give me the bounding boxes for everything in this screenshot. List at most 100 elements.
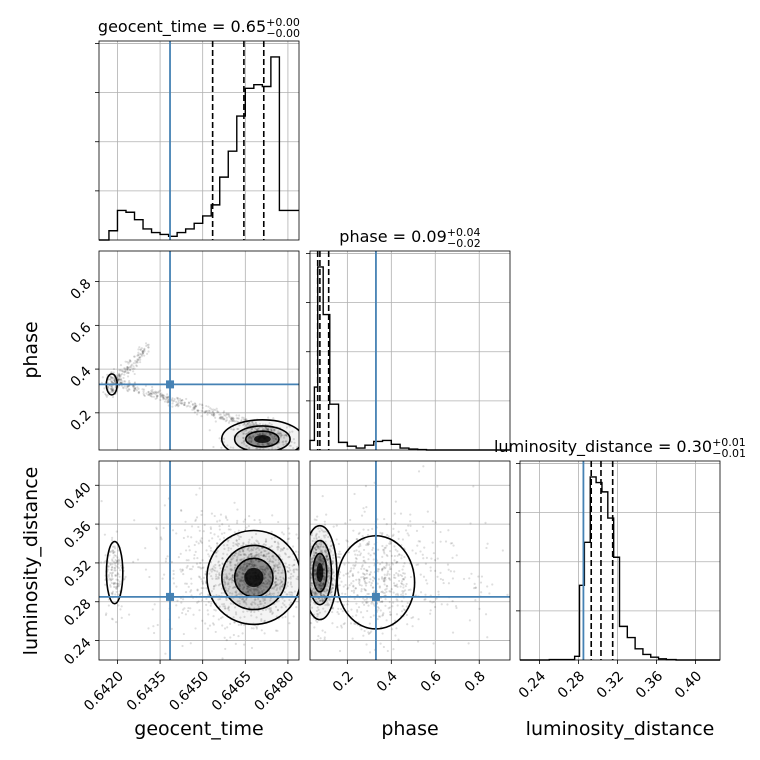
sample-point	[247, 580, 251, 583]
sample-point	[316, 576, 319, 579]
sample-point	[259, 581, 262, 584]
sample-point	[304, 555, 306, 557]
sample-point	[263, 599, 267, 602]
sample-point	[166, 393, 169, 396]
sample-point	[425, 579, 428, 582]
sample-point	[255, 564, 258, 567]
sample-point	[338, 649, 342, 653]
sample-point	[141, 350, 144, 353]
sample-point	[113, 380, 116, 383]
sample-point	[393, 554, 397, 558]
sample-point	[155, 526, 158, 529]
sample-point	[262, 570, 265, 573]
sample-point	[113, 554, 116, 557]
sample-point	[274, 584, 277, 587]
sample-point	[260, 589, 264, 593]
sample-point	[305, 557, 307, 559]
sample-point	[272, 439, 275, 443]
sample-point	[111, 395, 115, 399]
sample-point	[330, 588, 333, 591]
sample-point	[389, 550, 392, 553]
sample-point	[248, 571, 251, 575]
sample-point	[229, 636, 232, 639]
sample-point	[277, 545, 280, 548]
sample-point	[229, 446, 232, 449]
sample-point	[259, 585, 262, 588]
sample-point	[322, 576, 325, 579]
sample-point	[121, 369, 124, 372]
sample-point	[254, 598, 257, 601]
sample-point	[242, 440, 245, 444]
sample-point	[372, 552, 376, 555]
sample-point	[259, 436, 262, 440]
sample-point	[278, 432, 281, 435]
sample-point	[382, 565, 386, 569]
sample-point	[292, 438, 295, 441]
sample-point	[305, 558, 307, 560]
sample-point	[218, 413, 221, 416]
sample-point	[105, 395, 108, 398]
sample-point	[452, 544, 455, 547]
sample-point	[363, 629, 366, 633]
sample-point	[253, 564, 256, 567]
sample-point	[147, 346, 150, 349]
sample-point	[108, 578, 111, 581]
sample-point	[355, 602, 358, 605]
sample-point	[227, 539, 230, 542]
sample-point	[262, 554, 265, 558]
sample-point	[308, 527, 310, 529]
sample-point	[115, 559, 119, 563]
sample-point	[162, 396, 165, 400]
sample-point	[291, 593, 294, 597]
sample-point	[250, 646, 254, 650]
sample-point	[281, 584, 284, 587]
sample-point	[223, 418, 226, 421]
sample-point	[269, 558, 272, 561]
sample-point	[338, 550, 341, 553]
sample-point	[234, 563, 237, 566]
sample-point	[314, 594, 317, 597]
sample-point	[222, 552, 225, 555]
sample-point	[214, 566, 217, 569]
sample-point	[160, 538, 163, 541]
sample-point	[308, 550, 310, 552]
sample-point	[367, 540, 371, 544]
sample-point	[166, 396, 169, 399]
sample-point	[212, 414, 215, 418]
sample-point	[315, 536, 318, 540]
sample-point	[193, 402, 196, 405]
sample-point	[325, 559, 328, 562]
sample-point	[398, 569, 401, 573]
sample-point	[328, 598, 331, 601]
sample-point	[126, 365, 129, 369]
sample-point	[110, 387, 113, 391]
sample-point	[111, 593, 114, 596]
sample-point	[225, 419, 228, 422]
sample-point	[110, 376, 113, 379]
sample-point	[307, 565, 309, 567]
sample-point	[211, 567, 214, 570]
sample-point	[352, 580, 355, 583]
sample-point	[205, 597, 208, 600]
sample-point	[318, 573, 321, 576]
sample-point	[241, 567, 244, 570]
sample-point	[331, 584, 335, 587]
sample-point	[264, 538, 268, 541]
sample-point	[281, 531, 284, 534]
sample-point	[369, 584, 373, 587]
sample-point	[116, 561, 119, 564]
sample-point	[113, 547, 117, 550]
sample-point	[270, 428, 273, 431]
sample-point	[201, 582, 205, 585]
contour-line	[244, 430, 280, 448]
sample-point	[152, 391, 155, 394]
sample-point	[164, 395, 168, 398]
sample-point	[257, 542, 260, 545]
sample-point	[352, 585, 355, 588]
x-tick-label: 0.36	[633, 668, 666, 701]
sample-point	[110, 376, 113, 379]
sample-point	[272, 428, 276, 431]
sample-point	[114, 381, 117, 384]
sample-point	[325, 558, 328, 562]
sample-point	[116, 560, 119, 563]
